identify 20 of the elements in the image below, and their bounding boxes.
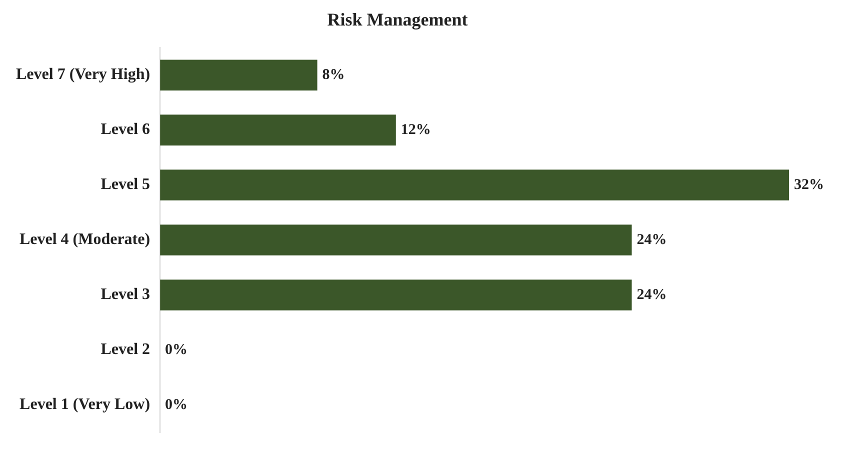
bar	[160, 60, 318, 90]
data-label: 12%	[400, 122, 431, 138]
y-tick-label: Level 4 (Moderate)	[19, 231, 150, 248]
data-label: 0%	[165, 342, 188, 358]
y-tick-label: Level 3	[100, 286, 150, 304]
data-label: 24%	[636, 232, 667, 248]
y-tick-label: Level 7 (Very High)	[16, 66, 150, 84]
data-label: 8%	[322, 66, 345, 83]
data-label: 32%	[794, 176, 824, 193]
bar	[160, 280, 632, 310]
y-tick-label: Level 2	[100, 341, 150, 358]
bar	[160, 170, 789, 200]
data-label: 24%	[636, 286, 667, 303]
chart-title: Risk Management	[327, 9, 468, 30]
y-tick-label: Level 1 (Very Low)	[20, 396, 150, 414]
bar	[160, 114, 396, 146]
y-tick-label: Level 5	[100, 176, 150, 194]
bar	[160, 224, 632, 256]
y-tick-label: Level 6	[100, 121, 150, 138]
data-label: 0%	[165, 396, 188, 413]
